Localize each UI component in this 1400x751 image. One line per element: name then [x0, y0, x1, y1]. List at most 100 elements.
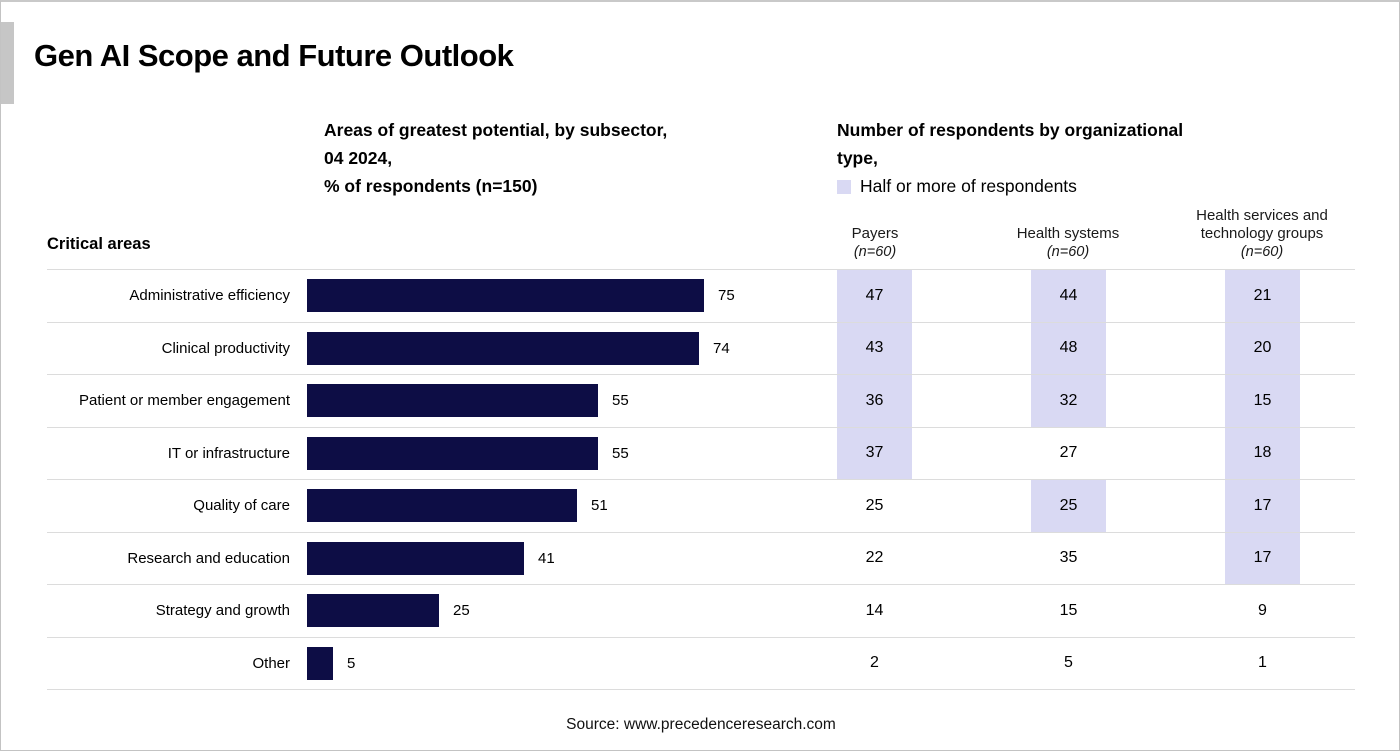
bar — [307, 331, 699, 365]
health-services-value-cell: 17 — [1225, 480, 1300, 532]
bar — [307, 646, 333, 680]
row-label: Quality of care — [193, 497, 290, 515]
payers-value-cell: 25 — [865, 496, 884, 514]
row-label: Research and education — [127, 549, 290, 567]
health-systems-value-cell: 48 — [1031, 322, 1106, 374]
row-label: Patient or member engagement — [79, 392, 290, 410]
health-services-value-cell: 1 — [1258, 654, 1267, 672]
row-tail — [1300, 270, 1355, 322]
table-row: Clinical productivity 74 43 48 20 — [47, 322, 1355, 375]
column-gap — [1106, 270, 1225, 322]
column-gap — [1106, 323, 1225, 375]
legend-swatch-icon — [837, 179, 851, 194]
health-services-value-cell: 21 — [1225, 270, 1300, 322]
column-gap — [1106, 638, 1225, 690]
bar — [307, 436, 598, 470]
row-tail — [1300, 480, 1355, 532]
payers-value-cell: 2 — [870, 654, 879, 672]
health-services-value-cell: 9 — [1258, 601, 1267, 619]
row-tail — [1300, 533, 1355, 585]
health-services-value-cell: 18 — [1225, 427, 1300, 479]
column-header-health-services: Health services and technology groups (n… — [1196, 207, 1328, 260]
column-header-health-systems: Health systems (n=60) — [1016, 225, 1120, 260]
health-systems-value-cell: 44 — [1031, 270, 1106, 322]
column-gap — [1106, 428, 1225, 480]
bar-value: 25 — [453, 602, 470, 620]
table-column-headers: Payers (n=60) Health systems (n=60) Heal… — [1, 202, 1400, 269]
respondents-header: Number of respondents by organizational … — [837, 116, 1183, 172]
bar-value: 75 — [718, 287, 735, 305]
column-gap — [1106, 585, 1225, 637]
row-label: Clinical productivity — [161, 339, 290, 357]
bar-cell: 74 — [307, 323, 837, 375]
table-row: Other 5 2 5 1 — [47, 638, 1355, 690]
payers-value-cell: 37 — [837, 427, 912, 479]
bar — [307, 594, 439, 628]
row-tail — [1300, 585, 1355, 637]
row-label: IT or infrastructure — [167, 444, 290, 462]
bar-cell: 75 — [307, 270, 837, 322]
column-gap — [1106, 375, 1225, 427]
bar-value: 51 — [591, 497, 608, 515]
legend-label: Half or more of respondents — [860, 176, 1077, 196]
row-label: Strategy and growth — [155, 602, 290, 620]
bar-chart-header-line3: % of respondents (n=150) — [324, 176, 538, 196]
health-systems-value-cell: 32 — [1031, 375, 1106, 427]
bar-value: 74 — [713, 339, 730, 357]
table-row: Strategy and growth 25 14 15 9 — [47, 585, 1355, 638]
bar-cell: 5 — [307, 638, 837, 690]
respondents-header-line1: Number of respondents by organizational — [837, 120, 1184, 140]
bar-cell: 55 — [307, 375, 837, 427]
bar — [307, 489, 577, 523]
respondents-header-line2: type, — [837, 148, 878, 168]
row-label: Other — [252, 654, 290, 672]
column-gap — [912, 533, 1031, 585]
table-row: Patient or member engagement 55 36 32 15 — [47, 375, 1355, 428]
column-gap — [912, 270, 1031, 322]
health-services-value-cell: 20 — [1225, 322, 1300, 374]
health-services-value-cell: 17 — [1225, 532, 1300, 584]
bar-value: 55 — [612, 392, 629, 410]
left-scrollbar-thumb[interactable] — [1, 22, 14, 104]
table-row: Research and education 41 22 35 17 — [47, 532, 1355, 585]
payers-value-cell: 22 — [865, 549, 884, 567]
bar-cell: 51 — [307, 480, 837, 532]
legend: Half or more of respondents — [837, 176, 1077, 197]
health-systems-value-cell: 25 — [1031, 480, 1106, 532]
row-tail — [1300, 428, 1355, 480]
column-gap — [912, 375, 1031, 427]
bar-value: 55 — [612, 444, 629, 462]
column-gap — [912, 480, 1031, 532]
source-text: Source: www.precedenceresearch.com — [566, 716, 836, 733]
bar — [307, 279, 704, 313]
page-title: Gen AI Scope and Future Outlook — [34, 38, 514, 73]
health-systems-value-cell: 5 — [1064, 654, 1073, 672]
table-row: Administrative efficiency 75 47 44 21 — [47, 270, 1355, 323]
row-tail — [1300, 323, 1355, 375]
column-gap — [912, 428, 1031, 480]
bar-value: 41 — [538, 549, 555, 567]
bar-cell: 41 — [307, 533, 837, 585]
table-row: IT or infrastructure 55 37 27 18 — [47, 427, 1355, 480]
bar-value: 5 — [347, 654, 356, 672]
bar — [307, 541, 524, 575]
column-header-payers: Payers (n=60) — [851, 225, 899, 260]
bar — [307, 384, 598, 418]
row-tail — [1300, 638, 1355, 690]
chart-table: Administrative efficiency 75 47 44 21 Cl… — [47, 269, 1355, 690]
bar-chart-header-line1: Areas of greatest potential, by subsecto… — [324, 120, 668, 140]
health-systems-value-cell: 27 — [1059, 444, 1078, 462]
health-services-value-cell: 15 — [1225, 375, 1300, 427]
payers-value-cell: 36 — [837, 375, 912, 427]
payers-value-cell: 47 — [837, 270, 912, 322]
bar-cell: 25 — [307, 585, 837, 637]
payers-value-cell: 43 — [837, 322, 912, 374]
health-systems-value-cell: 35 — [1059, 549, 1078, 567]
health-systems-value-cell: 15 — [1059, 601, 1078, 619]
table-row: Quality of care 51 25 25 17 — [47, 480, 1355, 533]
column-gap — [912, 638, 1031, 690]
column-gap — [912, 585, 1031, 637]
column-gap — [1106, 533, 1225, 585]
column-gap — [912, 323, 1031, 375]
